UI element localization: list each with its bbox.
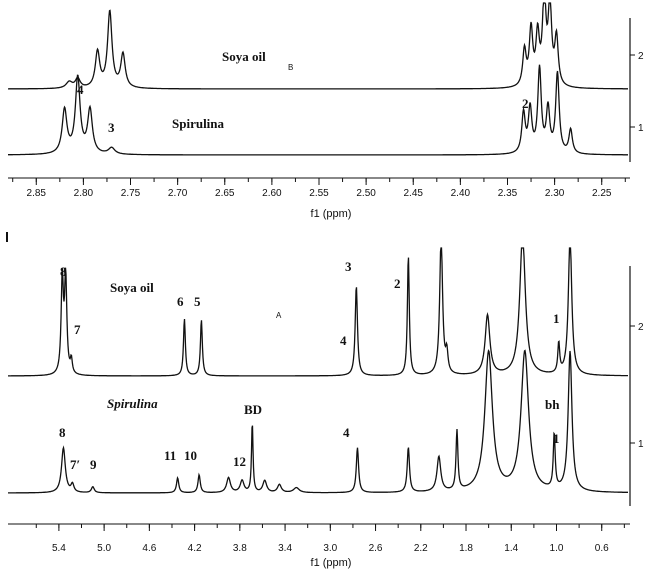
panel-a: 2 1 5.4 5.0 4.6 4.2 3.8 3.4 3.0 2.6 2.2 1.8 1.4 1.0 0… <box>8 247 644 569</box>
x-tick-label: 2.65 <box>215 188 235 199</box>
panel-b-letter: B <box>288 63 293 72</box>
panel-a-spirulina-trace <box>8 349 628 494</box>
x-tick-label: 2.40 <box>451 188 471 199</box>
panel-b-peak-2: 2 <box>522 96 529 111</box>
x-tick-label: 5.4 <box>52 543 66 554</box>
x-tick-label: 2.25 <box>592 188 612 199</box>
x-tick-label: 2.80 <box>74 188 94 199</box>
x-tick-label: 1.0 <box>550 543 564 554</box>
x-tick-label: 1.8 <box>459 543 473 554</box>
x-tick-label: 4.2 <box>188 543 202 554</box>
panel-a-soya-peak-8: 8 <box>60 264 67 279</box>
panel-a-soya-peak-2: 2 <box>394 276 401 291</box>
panel-a-soya-peak-4: 4 <box>340 333 347 348</box>
x-tick-label: 2.75 <box>121 188 141 199</box>
right-axis-tick-label: 1 <box>638 123 644 134</box>
panel-a-spir-peak-10: 10 <box>184 448 197 463</box>
panel-a-spir-peak-4: 4 <box>343 425 350 440</box>
x-tick-label: 3.0 <box>323 543 337 554</box>
panel-a-spir-peak-12: 12 <box>233 454 246 469</box>
x-tick-label: 2.70 <box>168 188 188 199</box>
right-axis-tick-label: 2 <box>638 322 644 333</box>
x-tick-label: 2.35 <box>498 188 518 199</box>
x-tick-label: 5.0 <box>97 543 111 554</box>
x-tick-label: 4.6 <box>142 543 156 554</box>
panel-a-soya-oil-label: Soya oil <box>110 280 154 295</box>
panel-a-soya-peak-1: 1 <box>553 311 560 326</box>
panel-a-x-axis-label: f1 (ppm) <box>311 557 352 569</box>
right-axis-tick-label: 2 <box>638 51 644 62</box>
x-tick-label: 2.50 <box>356 188 376 199</box>
panel-a-spir-peak-bd: BD <box>244 402 262 417</box>
panel-a-soya-peak-6: 6 <box>177 294 184 309</box>
panel-a-spir-peak-7prime: 7′ <box>70 457 80 472</box>
panel-b: 2 1 2.85 2.80 2.75 2.70 2.65 2.60 2.55 2.50 2.45 2… <box>8 2 644 220</box>
panel-a-soya-peak-7: 7 <box>74 322 81 337</box>
panel-a-soya-peak-3: 3 <box>345 259 352 274</box>
right-axis-tick-label: 1 <box>638 439 644 450</box>
x-tick-label: 2.6 <box>369 543 383 554</box>
x-tick-label: 2.2 <box>414 543 428 554</box>
x-tick-label: 2.85 <box>27 188 47 199</box>
x-tick-label: 0.6 <box>595 543 609 554</box>
panel-a-spir-peak-8: 8 <box>59 425 66 440</box>
panel-b-soya-oil-label: Soya oil <box>222 49 266 64</box>
x-tick-label: 1.4 <box>504 543 518 554</box>
x-tick-label: 2.45 <box>404 188 424 199</box>
panel-b-peak-4: 4 <box>77 82 84 97</box>
panel-a-spirulina-label: Spirulina <box>107 396 158 411</box>
panel-a-spir-peak-1: 1 <box>553 431 560 446</box>
panel-b-peak-3: 3 <box>108 120 115 135</box>
panel-b-soya-oil-trace <box>8 2 628 90</box>
panel-a-spir-peak-11: 11 <box>164 448 176 463</box>
panel-b-spirulina-trace <box>8 64 628 156</box>
panel-a-soya-peak-5: 5 <box>194 294 201 309</box>
panel-a-soya-oil-trace <box>8 247 628 377</box>
x-tick-label: 2.55 <box>309 188 329 199</box>
x-tick-label: 2.60 <box>262 188 282 199</box>
x-tick-label: 3.8 <box>233 543 247 554</box>
panel-b-spirulina-label: Spirulina <box>172 116 225 131</box>
x-tick-label: 2.30 <box>545 188 565 199</box>
panel-separator-mark <box>6 232 8 242</box>
panel-b-x-axis-label: f1 (ppm) <box>311 208 352 220</box>
panel-a-spir-peak-9: 9 <box>90 457 97 472</box>
panel-a-spir-peak-bh: bh <box>545 397 560 412</box>
panel-a-letter: A <box>276 311 282 320</box>
x-tick-label: 3.4 <box>278 543 292 554</box>
